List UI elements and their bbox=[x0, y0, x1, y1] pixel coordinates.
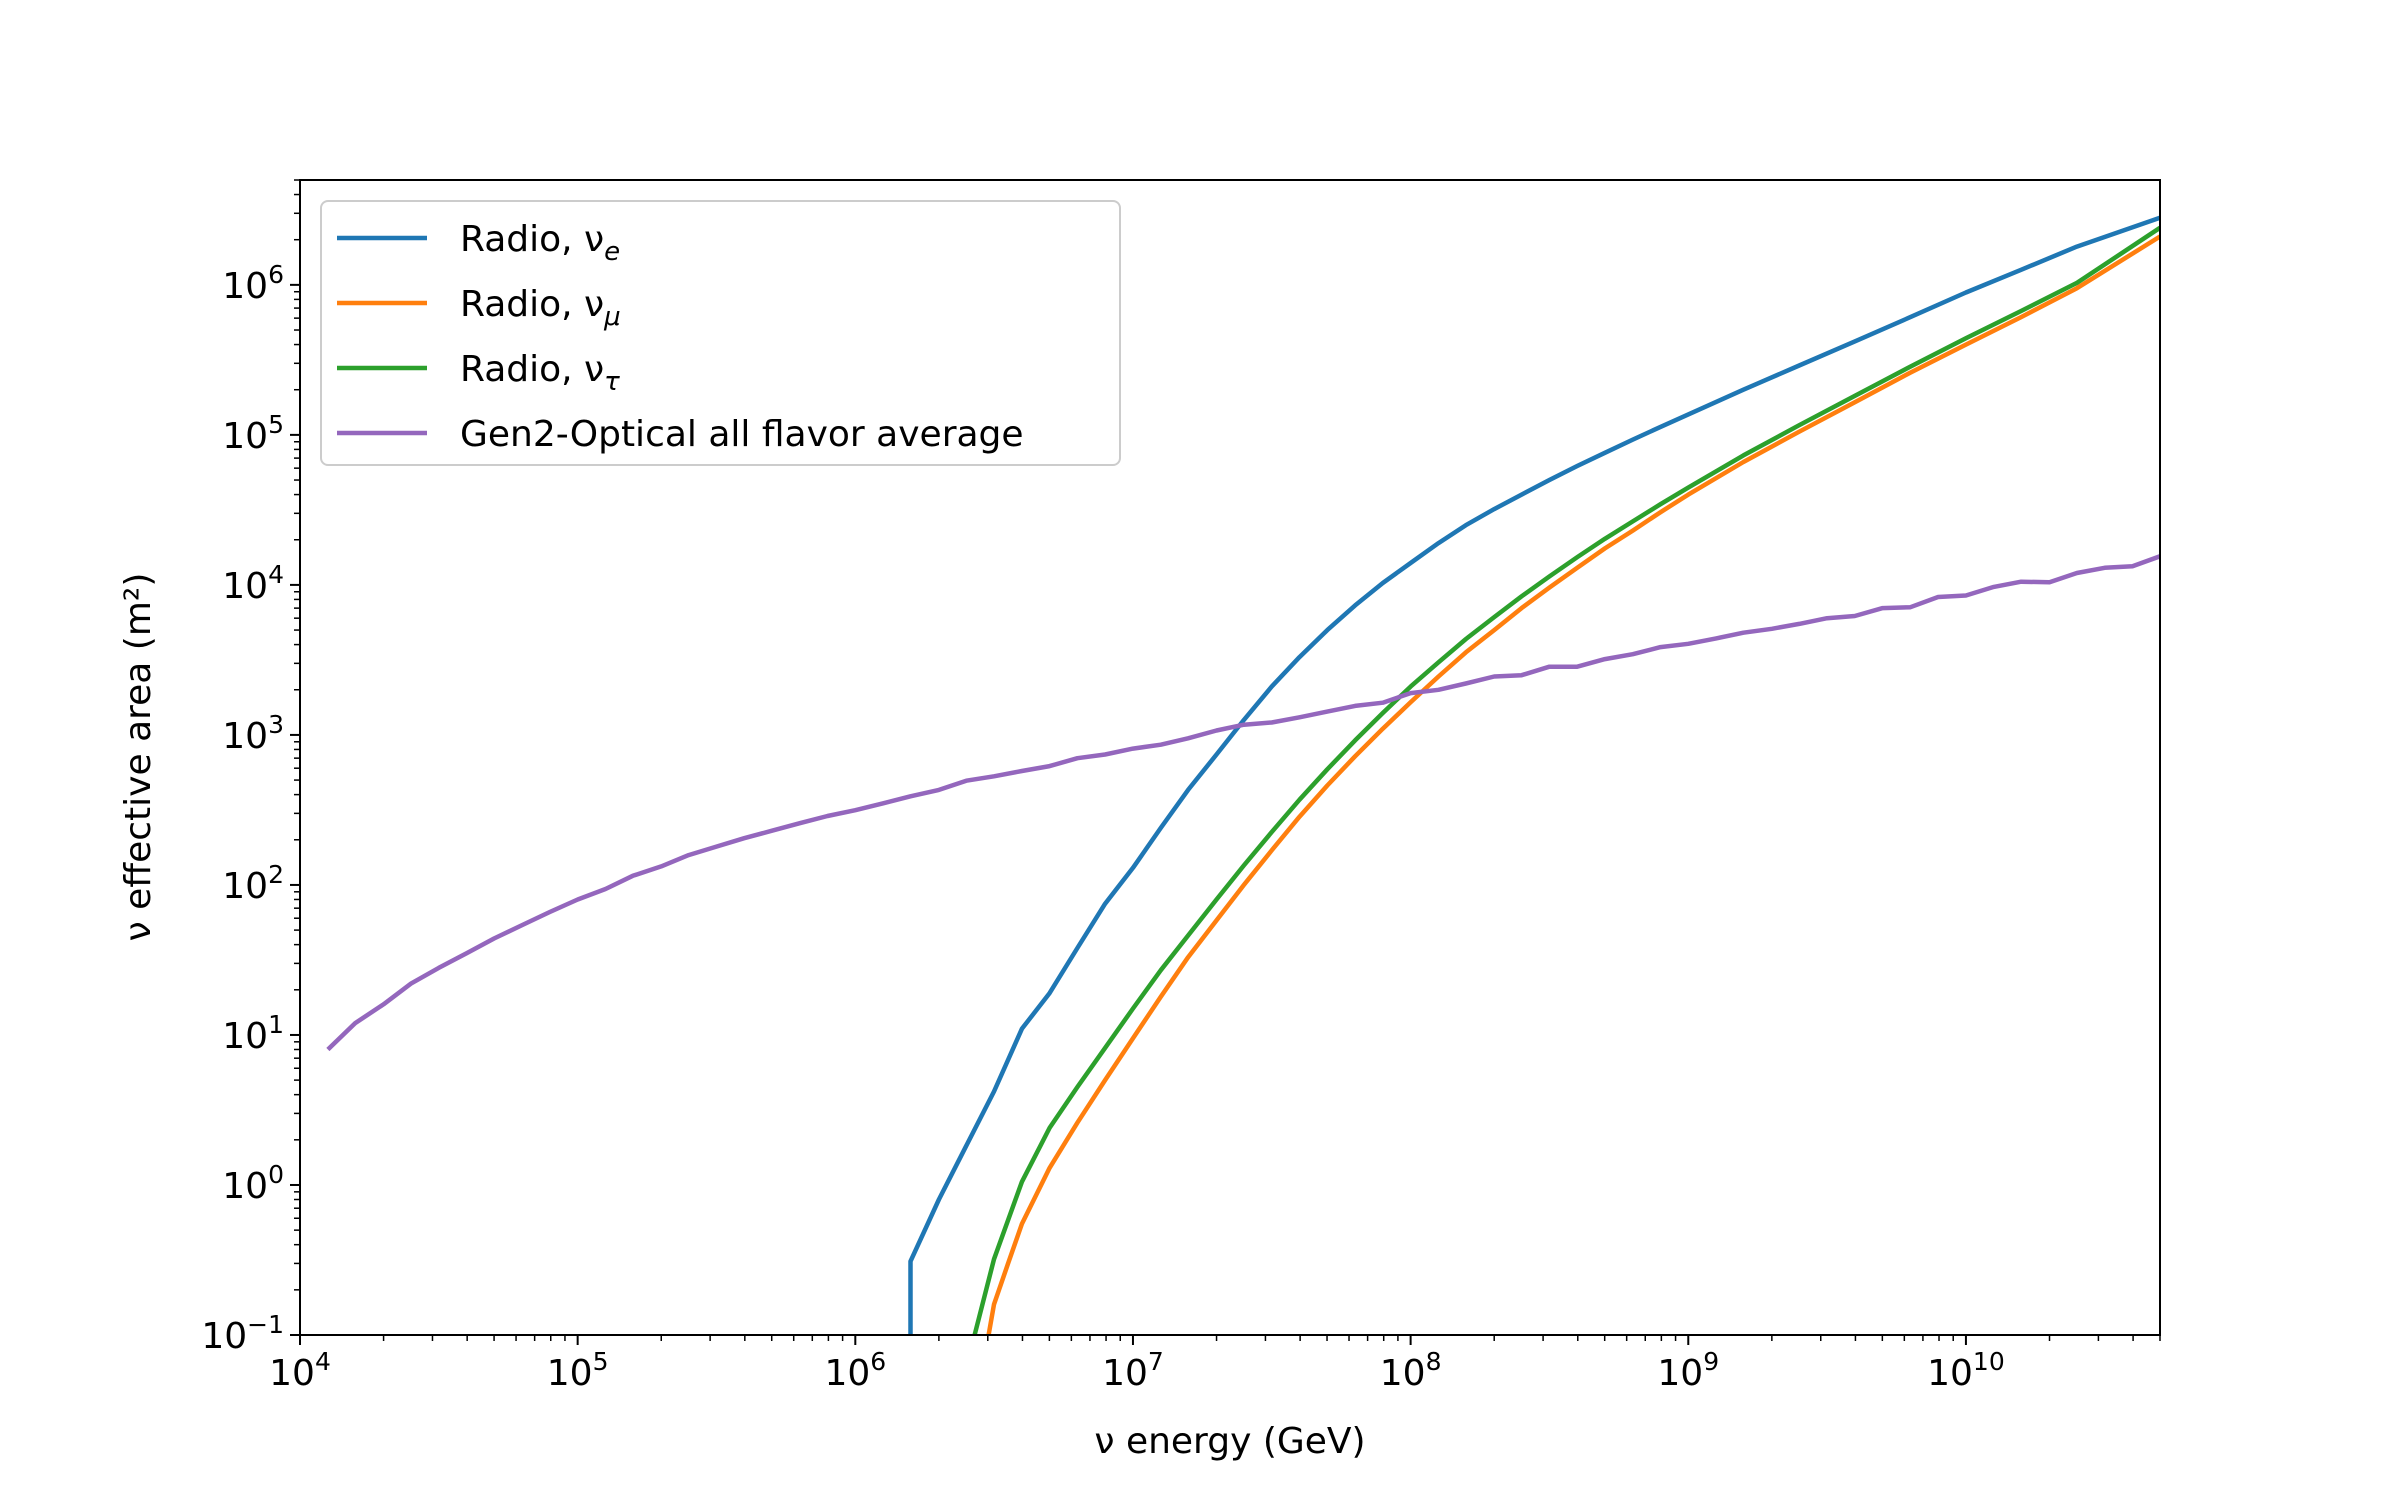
x-tick-label: 1010 bbox=[1927, 1347, 2005, 1394]
series-line-0 bbox=[908, 215, 2160, 1335]
y-tick-label: 103 bbox=[222, 710, 284, 757]
legend: Radio, νe Radio, νμ Radio, ντ Gen2-Optical … bbox=[320, 200, 1121, 466]
ticks-layer: 104 105 106 107 108 109 1010 10−1 100 101 102 103 10… bbox=[201, 179, 2161, 1394]
legend-label-3: Gen2-Optical all flavor average bbox=[460, 414, 1024, 455]
y-tick-label: 101 bbox=[222, 1010, 284, 1057]
plot-frame bbox=[299, 179, 2161, 1336]
legend-label-2: Radio, ντ bbox=[460, 349, 620, 397]
series-layer bbox=[326, 215, 2160, 1335]
legend-box bbox=[320, 200, 1121, 466]
x-tick-label: 106 bbox=[824, 1347, 886, 1394]
y-tick-label: 105 bbox=[222, 410, 284, 457]
y-tick-label: 104 bbox=[222, 560, 284, 607]
x-tick-label: 108 bbox=[1380, 1347, 1442, 1394]
y-tick-label: 102 bbox=[222, 860, 284, 907]
legend-label-0: Radio, νe bbox=[460, 219, 620, 267]
y-tick-label: 100 bbox=[222, 1160, 284, 1207]
x-tick-label: 107 bbox=[1102, 1347, 1164, 1394]
y-tick-label: 10−1 bbox=[201, 1310, 284, 1357]
x-tick-label: 109 bbox=[1657, 1347, 1719, 1394]
series-line-3 bbox=[326, 554, 2160, 1052]
legend-label-1: Radio, νμ bbox=[460, 284, 621, 332]
series-line-2 bbox=[972, 225, 2160, 1335]
x-axis-label: ν energy (GeV) bbox=[1094, 1421, 1365, 1462]
y-tick-label: 106 bbox=[222, 260, 284, 307]
x-tick-label: 105 bbox=[547, 1347, 609, 1394]
x-tick-label: 104 bbox=[269, 1347, 331, 1394]
y-axis-label: ν effective area (m²) bbox=[118, 573, 159, 942]
